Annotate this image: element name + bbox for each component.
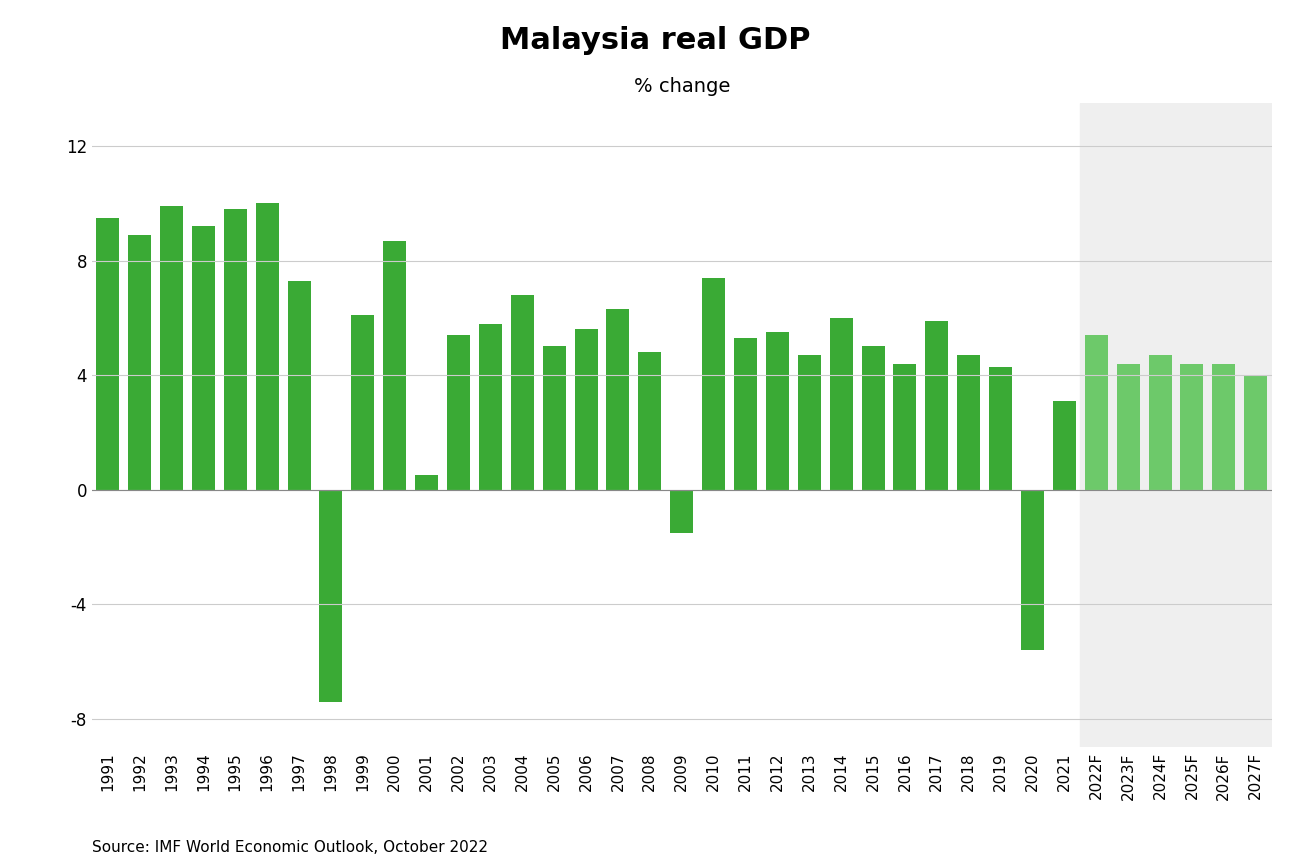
Bar: [574, 329, 598, 490]
Bar: [160, 206, 184, 490]
Bar: [798, 355, 821, 490]
Bar: [861, 346, 885, 490]
Bar: [957, 355, 981, 490]
Bar: [256, 204, 279, 490]
Bar: [703, 277, 725, 490]
Bar: [734, 338, 756, 490]
Text: Malaysia real GDP: Malaysia real GDP: [501, 26, 810, 55]
Bar: [607, 309, 629, 490]
Bar: [479, 324, 502, 490]
Bar: [320, 490, 342, 702]
Bar: [416, 475, 438, 490]
Bar: [766, 332, 789, 490]
Bar: [1180, 363, 1203, 490]
Bar: [224, 209, 246, 490]
Bar: [287, 281, 311, 490]
Bar: [1213, 363, 1235, 490]
Bar: [670, 490, 694, 533]
Bar: [1021, 490, 1044, 650]
Bar: [511, 295, 534, 490]
Text: Source: IMF World Economic Outlook, October 2022: Source: IMF World Economic Outlook, Octo…: [92, 840, 488, 855]
Bar: [1117, 363, 1139, 490]
Bar: [96, 217, 119, 490]
Bar: [1084, 335, 1108, 490]
Bar: [988, 367, 1012, 490]
Bar: [894, 363, 916, 490]
Bar: [830, 318, 852, 490]
Bar: [1244, 375, 1268, 490]
Bar: [543, 346, 565, 490]
Bar: [1080, 103, 1272, 747]
Bar: [351, 315, 375, 490]
Bar: [447, 335, 469, 490]
Bar: [383, 241, 406, 490]
Bar: [191, 226, 215, 490]
Bar: [1148, 355, 1172, 490]
Bar: [1053, 401, 1076, 490]
Title: % change: % change: [633, 77, 730, 96]
Bar: [926, 320, 948, 490]
Bar: [128, 235, 151, 490]
Bar: [638, 352, 661, 490]
